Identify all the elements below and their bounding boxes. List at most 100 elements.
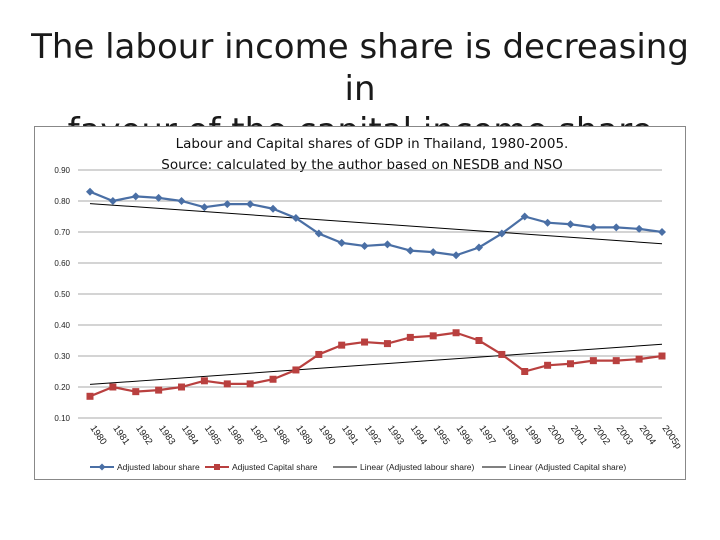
- data-point: [406, 333, 414, 341]
- legend-label: Linear (Adjusted labour share): [360, 462, 475, 472]
- y-tick-label: 0.60: [54, 259, 70, 268]
- data-point: [223, 380, 231, 388]
- data-point: [429, 248, 438, 257]
- data-point: [360, 241, 369, 250]
- data-point: [383, 340, 391, 348]
- y-tick-label: 0.80: [54, 197, 70, 206]
- data-point: [658, 352, 666, 360]
- data-point: [429, 332, 437, 340]
- trendline: [89, 343, 663, 385]
- data-point: [109, 383, 117, 391]
- data-point: [474, 243, 483, 252]
- data-point: [452, 251, 461, 260]
- data-point: [566, 220, 575, 229]
- data-point: [131, 192, 140, 201]
- legend-marker: [98, 463, 106, 471]
- slide-title-line-1: The labour income share is decreasing in: [31, 27, 689, 109]
- legend-marker: [214, 464, 220, 470]
- data-point: [361, 338, 369, 346]
- x-tick-label: 1983: [156, 423, 177, 447]
- data-point: [543, 218, 552, 227]
- y-tick-label: 0.90: [54, 166, 70, 175]
- x-tick-label: 1986: [225, 423, 246, 447]
- data-point: [246, 380, 254, 388]
- y-tick-label: 0.10: [54, 414, 70, 423]
- data-point: [155, 386, 163, 394]
- x-tick-label: 2004: [637, 423, 658, 447]
- x-tick-label: 1999: [522, 423, 543, 447]
- trendline: [89, 203, 663, 245]
- data-point: [269, 375, 277, 383]
- x-tick-label: 1987: [248, 423, 269, 447]
- data-point: [635, 355, 643, 363]
- x-tick-label: 2003: [614, 423, 635, 447]
- data-point: [154, 193, 163, 202]
- data-point: [475, 337, 483, 344]
- x-tick-label: 1991: [339, 423, 360, 447]
- x-tick-label: 1982: [133, 423, 154, 447]
- x-tick-label: 1985: [202, 423, 223, 447]
- series-line: [89, 331, 663, 398]
- series-line: [89, 190, 663, 257]
- x-tick-label: 2005p: [660, 423, 684, 451]
- data-point: [498, 350, 506, 358]
- data-point: [589, 357, 597, 365]
- y-tick-label: 0.20: [54, 383, 70, 392]
- legend-label: Adjusted Capital share: [232, 462, 318, 472]
- x-tick-label: 1993: [385, 423, 406, 447]
- data-point: [658, 228, 666, 236]
- x-tick-label: 2000: [545, 423, 566, 447]
- data-point: [589, 223, 598, 232]
- data-point: [337, 238, 346, 247]
- data-point: [383, 240, 392, 249]
- x-tick-label: 1984: [179, 423, 200, 447]
- data-point: [566, 360, 574, 368]
- x-tick-label: 1996: [454, 423, 475, 447]
- x-tick-label: 1997: [477, 423, 498, 447]
- data-point: [521, 368, 529, 375]
- data-point: [520, 212, 529, 221]
- data-point: [315, 350, 323, 358]
- chart-title-line-2: Source: calculated by the author based o…: [161, 157, 562, 173]
- data-point: [200, 377, 208, 385]
- x-tick-label: 1990: [316, 423, 337, 447]
- y-tick-label: 0.30: [54, 352, 70, 361]
- x-tick-label: 2002: [591, 423, 612, 447]
- x-tick-label: 1981: [110, 423, 131, 447]
- data-point: [246, 200, 255, 209]
- data-point: [86, 392, 94, 400]
- data-point: [132, 388, 140, 396]
- y-tick-label: 0.70: [54, 228, 70, 237]
- data-point: [177, 197, 186, 205]
- data-point: [291, 214, 300, 223]
- x-tick-label: 1980: [88, 423, 109, 447]
- data-point: [635, 224, 644, 233]
- x-tick-label: 1989: [293, 423, 314, 447]
- x-tick-label: 1995: [431, 423, 452, 447]
- legend-label: Adjusted labour share: [117, 462, 200, 472]
- x-tick-label: 1998: [499, 423, 520, 447]
- data-point: [223, 200, 232, 209]
- x-tick-label: 2001: [568, 423, 589, 447]
- chart-title-line-1: Labour and Capital shares of GDP in Thai…: [176, 136, 569, 152]
- legend-label: Linear (Adjusted Capital share): [509, 462, 626, 472]
- data-point: [452, 329, 460, 337]
- y-tick-label: 0.50: [54, 290, 70, 299]
- data-point: [314, 229, 323, 238]
- data-point: [612, 223, 621, 232]
- data-point: [338, 341, 346, 349]
- y-tick-label: 0.40: [54, 321, 70, 330]
- chart-frame: [34, 126, 686, 480]
- x-tick-label: 1988: [271, 423, 292, 447]
- data-point: [178, 383, 186, 391]
- data-point: [292, 366, 300, 374]
- data-point: [406, 246, 415, 255]
- x-tick-label: 1994: [408, 423, 429, 447]
- data-point: [544, 361, 552, 369]
- x-tick-label: 1992: [362, 423, 383, 447]
- data-point: [497, 229, 506, 238]
- data-point: [200, 203, 209, 212]
- data-point: [269, 204, 278, 213]
- data-point: [612, 357, 620, 365]
